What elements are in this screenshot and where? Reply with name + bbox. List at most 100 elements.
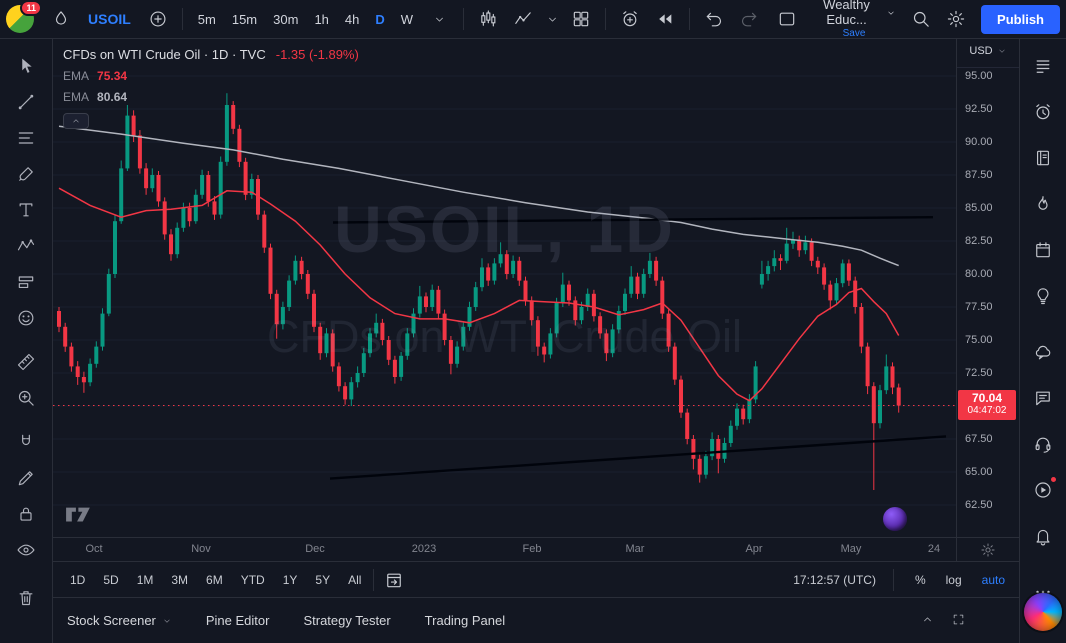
assistant-logo[interactable] bbox=[1024, 593, 1062, 631]
tool-brush-button[interactable] bbox=[8, 159, 44, 189]
sidebar-more-button[interactable] bbox=[1025, 575, 1061, 609]
range-3m-button[interactable]: 3M bbox=[164, 569, 195, 591]
indicator-row[interactable]: EMA 75.34 bbox=[63, 69, 359, 83]
tab-strategy-tester[interactable]: Strategy Tester bbox=[303, 613, 390, 628]
sidebar-minds-button[interactable] bbox=[1025, 335, 1061, 369]
tool-eye-button[interactable] bbox=[8, 535, 44, 565]
range-1d-button[interactable]: 1D bbox=[63, 569, 92, 591]
sidebar-notifications-button[interactable] bbox=[1025, 519, 1061, 553]
indicators-menu-button[interactable] bbox=[542, 4, 562, 34]
sidebar-chat-button[interactable] bbox=[1025, 381, 1061, 415]
theme-button[interactable] bbox=[45, 4, 77, 34]
range-5y-button[interactable]: 5Y bbox=[308, 569, 337, 591]
price-axis[interactable]: USD 95.00 92.50 90.00 87.50 85.00 82.50 80.00 7… bbox=[956, 39, 1019, 537]
sidebar-hotlists-button[interactable] bbox=[1025, 187, 1061, 221]
sidebar-alerts-button[interactable] bbox=[1025, 95, 1061, 129]
price-axis-label: 82.50 bbox=[965, 235, 993, 247]
avatar[interactable]: 11 bbox=[6, 0, 42, 33]
tool-pattern-button[interactable] bbox=[8, 231, 44, 261]
clock-button[interactable]: 17:12:57 (UTC) bbox=[793, 572, 876, 587]
layout-name-button[interactable]: Wealthy Educ... bbox=[812, 0, 896, 28]
tool-lock-button[interactable] bbox=[8, 499, 44, 529]
tool-ruler-button[interactable] bbox=[8, 347, 44, 377]
sidebar-watchlist-button[interactable] bbox=[1025, 49, 1061, 83]
timeframe-menu-button[interactable] bbox=[423, 4, 455, 34]
range-5d-button[interactable]: 5D bbox=[96, 569, 125, 591]
create-alert-button[interactable] bbox=[614, 4, 646, 34]
timeframe-d-button[interactable]: D bbox=[368, 9, 391, 30]
publisher-logo[interactable] bbox=[883, 507, 907, 531]
candlestick-chart[interactable] bbox=[53, 39, 956, 537]
range-1y-button[interactable]: 1Y bbox=[276, 569, 305, 591]
range-all-button[interactable]: All bbox=[341, 569, 368, 591]
timeframe-5m-button[interactable]: 5m bbox=[191, 9, 223, 30]
sidebar-videos-button[interactable] bbox=[1025, 473, 1061, 507]
range-ytd-button[interactable]: YTD bbox=[234, 569, 272, 591]
sidebar-calendar-button[interactable] bbox=[1025, 233, 1061, 267]
timeframe-30m-button[interactable]: 30m bbox=[266, 9, 305, 30]
percent-scale-button[interactable]: % bbox=[911, 570, 930, 590]
price-axis-label: 85.00 bbox=[965, 202, 993, 214]
chevron-up-icon bbox=[921, 613, 934, 626]
tool-text-button[interactable] bbox=[8, 195, 44, 225]
symbol-button[interactable]: USOIL bbox=[80, 11, 139, 27]
text-icon bbox=[16, 200, 36, 220]
maximize-panel-button[interactable] bbox=[952, 613, 965, 629]
publish-button[interactable]: Publish bbox=[981, 4, 1060, 34]
chart-style-button[interactable] bbox=[472, 4, 504, 34]
save-layout-button[interactable]: Save bbox=[842, 28, 866, 40]
fib-icon bbox=[16, 128, 36, 148]
add-symbol-button[interactable] bbox=[142, 4, 174, 34]
time-axis[interactable]: Oct Nov Dec 2023 Feb Mar Apr May 24 bbox=[53, 537, 1019, 561]
range-1m-button[interactable]: 1M bbox=[130, 569, 161, 591]
tab-pine-editor[interactable]: Pine Editor bbox=[206, 613, 270, 628]
grid-layout-button[interactable] bbox=[565, 4, 597, 34]
flame-icon bbox=[1033, 194, 1053, 214]
replay-icon bbox=[655, 9, 675, 29]
legend-title-row[interactable]: CFDs on WTI Crude Oil · 1D · TVC -1.35 (… bbox=[63, 47, 359, 62]
tool-emoji-button[interactable] bbox=[8, 303, 44, 333]
timeframe-w-button[interactable]: W bbox=[394, 9, 420, 30]
sidebar-ideas-button[interactable] bbox=[1025, 279, 1061, 313]
notebook-icon bbox=[1033, 148, 1053, 168]
time-axis-label: Nov bbox=[191, 543, 211, 555]
tool-pencil-button[interactable] bbox=[8, 463, 44, 493]
cursor-icon bbox=[16, 56, 36, 76]
timeframe-15m-button[interactable]: 15m bbox=[225, 9, 264, 30]
chevron-down-icon bbox=[162, 616, 172, 626]
chart-pane[interactable]: USOIL, 1D CFDs on WTI Crude Oil CFDs on … bbox=[53, 39, 956, 537]
go-to-date-button[interactable] bbox=[379, 566, 409, 594]
tool-zoom-button[interactable] bbox=[8, 383, 44, 413]
timeframe-1h-button[interactable]: 1h bbox=[307, 9, 335, 30]
sidebar-streams-button[interactable] bbox=[1025, 427, 1061, 461]
bar-replay-button[interactable] bbox=[649, 4, 681, 34]
indicator-row[interactable]: EMA 80.64 bbox=[63, 90, 359, 104]
layout-select-button[interactable] bbox=[771, 4, 803, 34]
range-6m-button[interactable]: 6M bbox=[199, 569, 230, 591]
tool-trendline-button[interactable] bbox=[8, 87, 44, 117]
expand-panel-button[interactable] bbox=[921, 613, 934, 629]
tool-cursor-button[interactable] bbox=[8, 51, 44, 81]
timeframe-4h-button[interactable]: 4h bbox=[338, 9, 366, 30]
tradingview-logo[interactable] bbox=[65, 506, 95, 527]
redo-button[interactable] bbox=[733, 4, 765, 34]
tool-position-button[interactable] bbox=[8, 267, 44, 297]
collapse-legend-button[interactable] bbox=[63, 113, 89, 129]
search-button[interactable] bbox=[905, 4, 937, 34]
tool-group bbox=[8, 427, 44, 571]
tool-magnet-button[interactable] bbox=[8, 427, 44, 457]
chart-settings-corner[interactable] bbox=[956, 538, 1019, 561]
auto-scale-button[interactable]: auto bbox=[978, 570, 1009, 590]
settings-button[interactable] bbox=[940, 4, 972, 34]
undo-button[interactable] bbox=[698, 4, 730, 34]
emoji-icon bbox=[16, 308, 36, 328]
tab-trading-panel[interactable]: Trading Panel bbox=[425, 613, 505, 628]
divider bbox=[463, 8, 465, 30]
tool-trash-button[interactable] bbox=[8, 583, 44, 613]
currency-toggle[interactable]: USD bbox=[957, 45, 1019, 57]
tool-fib-button[interactable] bbox=[8, 123, 44, 153]
indicators-button[interactable] bbox=[507, 4, 539, 34]
sidebar-journal-button[interactable] bbox=[1025, 141, 1061, 175]
tab-stock-screener[interactable]: Stock Screener bbox=[67, 613, 172, 628]
log-scale-button[interactable]: log bbox=[942, 570, 966, 590]
